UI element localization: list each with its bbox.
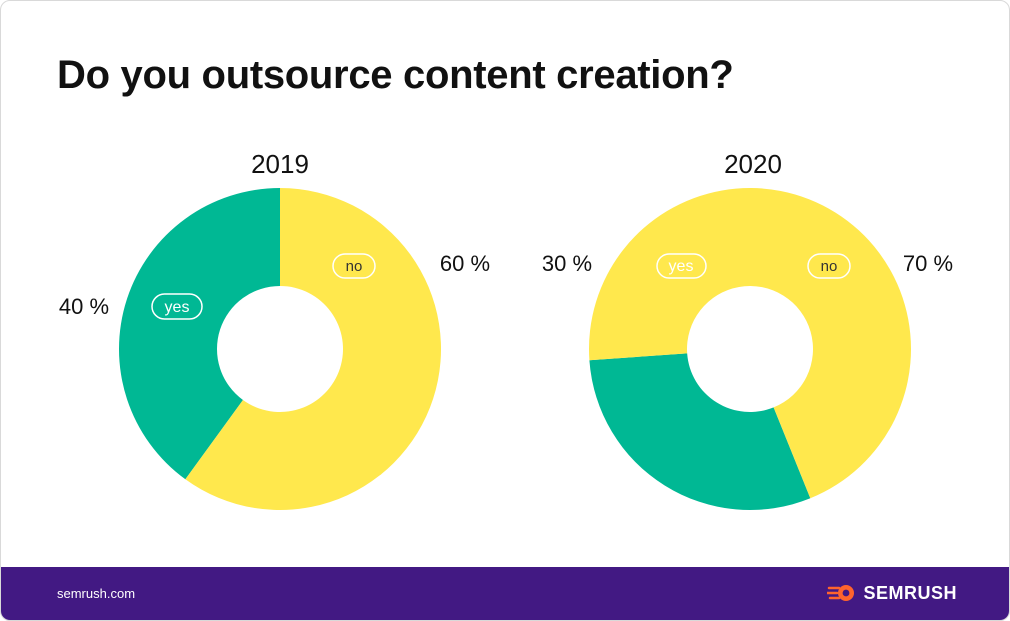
tag-2019-no-text: no [346, 258, 363, 275]
page-title: Do you outsource content creation? [57, 53, 734, 97]
semrush-flame-icon [827, 585, 855, 601]
tag-2020-yes-pill [656, 253, 707, 279]
donut-chart-2019: 2019 yes no 40 % 60 % [59, 149, 490, 511]
brand-name: SEMRUSH [863, 582, 957, 603]
value-label-2020-no: 70 % [903, 251, 953, 276]
chart-title-2020: 2020 [724, 149, 782, 179]
tag-2020-no-pill [807, 253, 851, 279]
footer-site-link[interactable]: semrush.com [57, 586, 136, 601]
tag-2020-yes: yes [656, 253, 707, 279]
tag-2019-yes: yes [151, 293, 203, 320]
value-label-2019-yes: 40 % [59, 294, 109, 319]
brand-logo[interactable]: SEMRUSH [827, 582, 957, 604]
slice-2019-yes [118, 188, 281, 480]
tag-2020-no-text: no [821, 258, 838, 275]
slice-2019-no [185, 188, 441, 511]
donut-chart-2020: 2020 yes no 30 % 70 % [542, 149, 953, 510]
value-label-2020-yes: 30 % [542, 251, 592, 276]
footer-bar: semrush.com SEMRUSH [1, 567, 1009, 620]
donut-charts: 2019 yes no 40 % 60 % 2020 yes [59, 149, 953, 511]
chart-title-2019: 2019 [251, 149, 309, 179]
tag-2020-no: no [807, 253, 851, 279]
value-label-2019-no: 60 % [440, 251, 490, 276]
slice-2020-yes [589, 353, 811, 510]
tag-2019-yes-text: yes [165, 299, 190, 316]
tag-2019-no-pill [332, 253, 376, 279]
tag-2020-yes-text: yes [669, 258, 694, 275]
slice-2020-no [589, 187, 912, 499]
tag-2019-no: no [332, 253, 376, 279]
tag-2019-yes-pill [151, 293, 203, 320]
